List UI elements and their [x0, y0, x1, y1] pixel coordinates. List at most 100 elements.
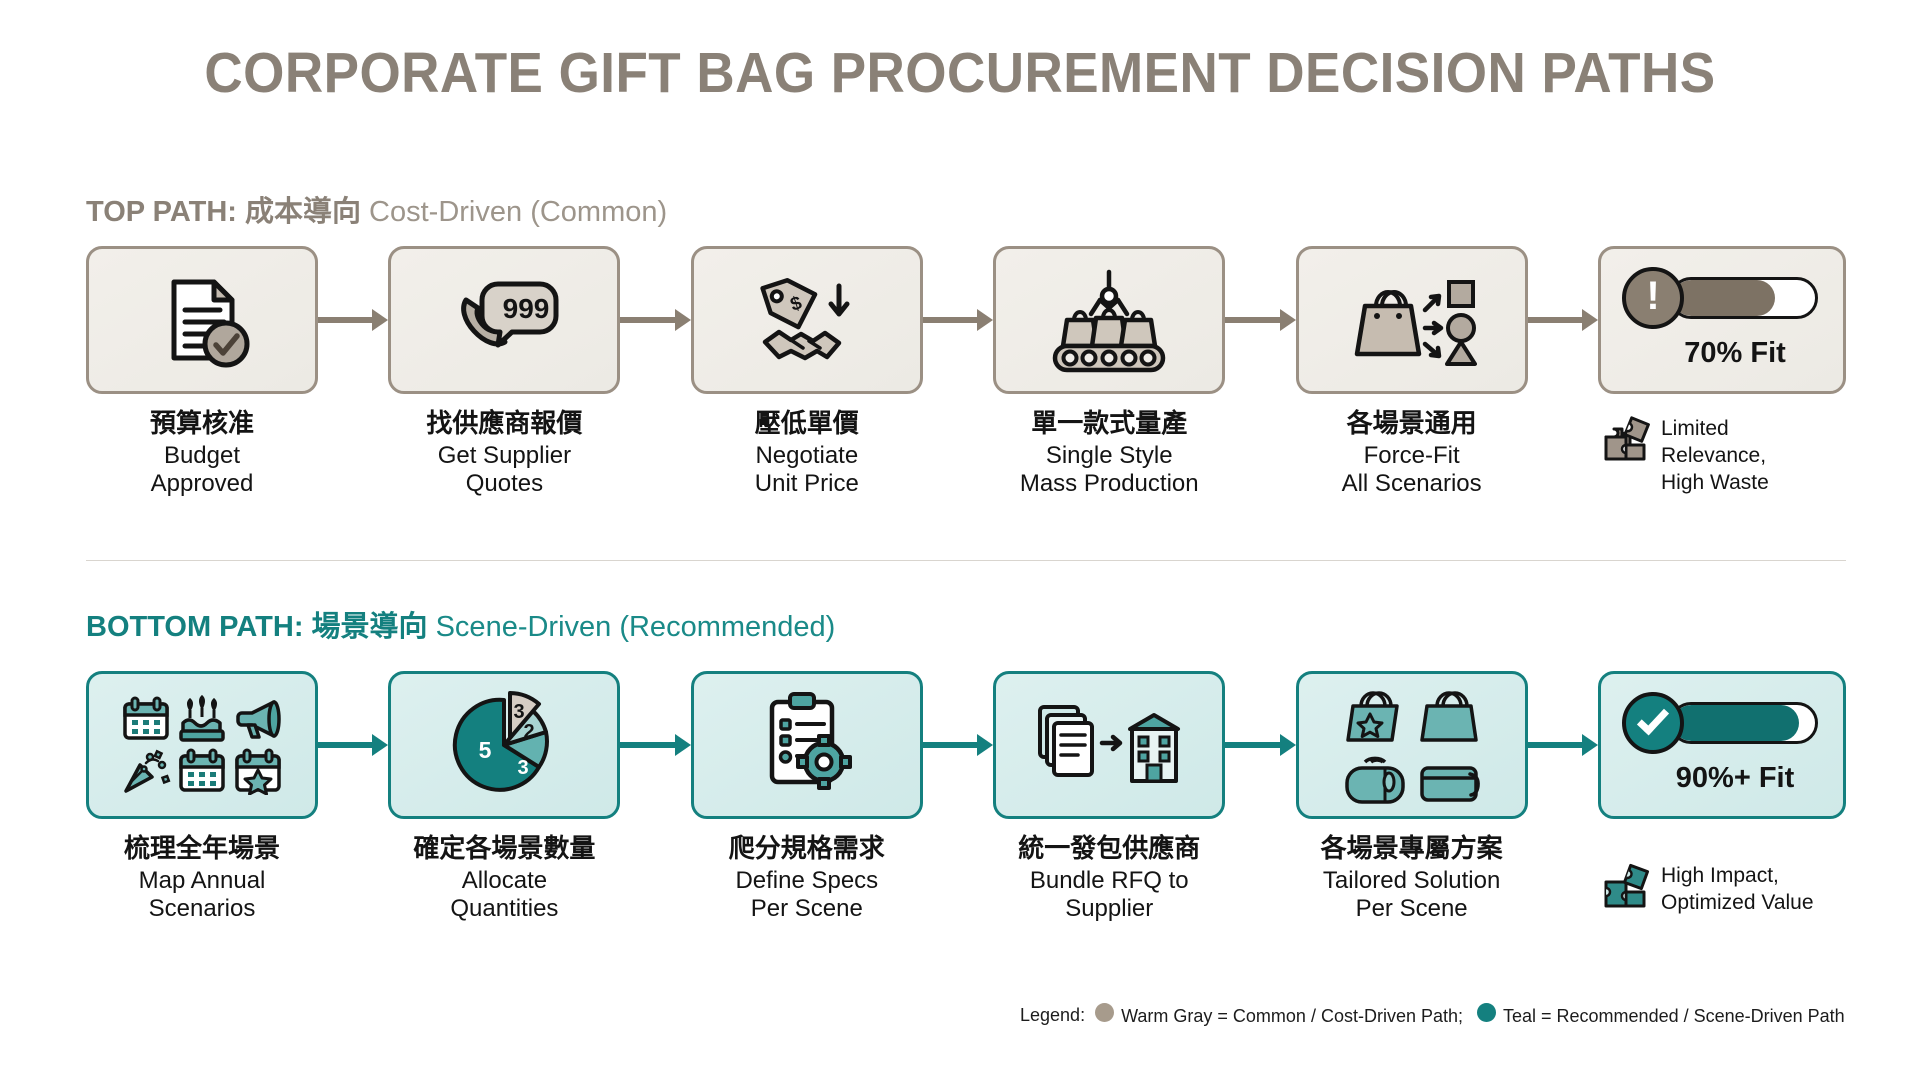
calendar-icon — [176, 747, 228, 795]
bottom-outcome-note: High Impact, Optimized Value — [1600, 862, 1814, 917]
caption-zh: 單一款式量產 — [1031, 408, 1188, 438]
phone-quote-icon: 999 — [446, 270, 562, 370]
connector-arrow — [1527, 309, 1599, 331]
connector-arrow — [620, 309, 691, 331]
bottom-path-header-bold: BOTTOM PATH: 場景導向 — [86, 611, 428, 643]
fit-gauge-bar — [1670, 701, 1819, 744]
caption-en: Budget Approved — [150, 442, 254, 498]
warm-gray-dot-icon — [1095, 1003, 1115, 1022]
caption-zh: 各場景通用 — [1346, 408, 1477, 438]
clipboard-gear-specs-icon — [752, 690, 862, 800]
bottom-step-card-define-specs[interactable] — [690, 671, 923, 819]
caption-allocate-quantities: 確定各場景數量 Allocate Quantities — [388, 833, 620, 924]
bottom-step-card-tailored-solution[interactable] — [1295, 671, 1528, 819]
caption-en: Define Specs Per Scene — [735, 867, 879, 923]
caption-tailored-solution: 各場景專屬方案 Tailored Solution Per Scene — [1296, 833, 1528, 924]
bottom-step-card-map-scenarios[interactable] — [86, 671, 318, 819]
svg-text:999: 999 — [503, 293, 550, 324]
star-shopping-bag-icon — [1339, 682, 1411, 744]
connector-arrow — [318, 309, 389, 331]
top-step-card-negotiate-unit-price[interactable]: $ — [690, 246, 923, 394]
top-path-header: TOP PATH: 成本導向 Cost-Driven (Common) — [86, 188, 667, 230]
top-step-card-budget-approved[interactable] — [86, 246, 318, 394]
bottom-step-card-allocate-quantities[interactable]: 5 3 2 3 — [388, 671, 621, 819]
caption-zh: 各場景專屬方案 — [1320, 833, 1503, 863]
caption-en: Map Annual Scenarios — [138, 867, 266, 923]
teal-dot-icon — [1477, 1003, 1496, 1022]
connector-arrow — [1527, 734, 1599, 756]
puzzle-fit-icon — [1600, 862, 1652, 914]
bottom-result-card-90-fit[interactable]: 90%+ Fit — [1598, 671, 1847, 819]
party-popper-icon — [120, 747, 172, 795]
caption-negotiate-unit-price: 壓低單價 Negotiate Unit Price — [691, 408, 923, 499]
svg-text:2: 2 — [524, 721, 535, 743]
connector-arrow — [318, 734, 389, 756]
top-path-track: 999 $ — [86, 240, 1847, 400]
top-outcome-note: Limited Relevance, High Waste — [1600, 415, 1769, 497]
bottom-path-header: BOTTOM PATH: 場景導向 Scene-Driven (Recommen… — [86, 603, 835, 645]
shopping-bag-icon — [1413, 682, 1485, 744]
pouch-bag-icon — [1413, 746, 1485, 808]
top-path-captions: 預算核准 Budget Approved 找供應商報價 Get Supplier… — [86, 408, 1846, 499]
svg-text:5: 5 — [479, 737, 492, 763]
caption-zh: 壓低單價 — [754, 408, 859, 438]
force-fit-shapes-icon — [1347, 268, 1477, 372]
handshake-price-down-icon: $ — [747, 268, 867, 372]
caption-get-supplier-quotes: 找供應商報價 Get Supplier Quotes — [388, 408, 620, 499]
legend-item-text: Warm Gray = Common / Cost-Driven Path; — [1121, 1006, 1463, 1026]
caption-bundle-rfq: 統一發包供應商 Bundle RFQ to Supplier — [993, 833, 1225, 924]
connector-arrow — [922, 734, 994, 756]
pie-allocation-icon: 5 3 2 3 — [445, 686, 563, 804]
caption-zh: 預算核准 — [149, 408, 254, 438]
connector-arrow — [1225, 734, 1296, 756]
fit-gauge-label: 70% Fit — [1684, 336, 1786, 369]
megaphone-icon — [232, 695, 284, 743]
caption-en: Tailored Solution Per Scene — [1322, 867, 1501, 923]
top-step-card-get-supplier-quotes[interactable]: 999 — [388, 246, 621, 394]
caption-zh: 確定各場景數量 — [413, 833, 596, 863]
caption-en: Bundle RFQ to Supplier — [1029, 867, 1189, 923]
caption-zh: 梳理全年場景 — [123, 833, 280, 863]
birthday-cake-icon — [176, 695, 228, 743]
caption-zh: 統一發包供應商 — [1018, 833, 1201, 863]
duffel-bag-icon — [1339, 746, 1411, 808]
event-scenarios-grid-icon — [120, 695, 284, 795]
star-calendar-icon — [232, 747, 284, 795]
legend: Legend: Warm Gray = Common / Cost-Driven… — [1020, 1003, 1845, 1027]
top-step-card-mass-production[interactable] — [993, 246, 1226, 394]
connector-arrow — [1225, 309, 1296, 331]
fit-gauge-label: 90%+ Fit — [1675, 761, 1795, 794]
puzzle-mismatch-icon — [1600, 415, 1652, 467]
fit-gauge-bar — [1670, 276, 1819, 319]
bottom-step-card-bundle-rfq[interactable] — [993, 671, 1226, 819]
top-path-header-bold: TOP PATH: 成本導向 — [86, 196, 361, 228]
caption-en: Single Style Mass Production — [1019, 442, 1199, 498]
caption-mass-production: 單一款式量產 Single Style Mass Production — [993, 408, 1225, 499]
caption-define-specs: 爬分規格需求 Define Specs Per Scene — [691, 833, 923, 924]
page-title: CORPORATE GIFT BAG PROCUREMENT DECISION … — [204, 41, 1716, 105]
connector-arrow — [922, 309, 994, 331]
bottom-path-track: 5 3 2 3 — [86, 665, 1847, 825]
warning-icon: ! — [1622, 266, 1685, 329]
top-outcome-text: Limited Relevance, High Waste — [1661, 417, 1769, 494]
legend-item-warm-gray: Warm Gray = Common / Cost-Driven Path; — [1095, 1003, 1463, 1027]
bottom-outcome-text: High Impact, Optimized Value — [1661, 864, 1814, 914]
connector-arrow — [620, 734, 691, 756]
top-step-card-force-fit[interactable] — [1295, 246, 1528, 394]
legend-item-teal: Teal = Recommended / Scene-Driven Path — [1477, 1003, 1845, 1027]
tailored-bags-icon — [1339, 682, 1485, 808]
bottom-path-captions: 梳理全年場景 Map Annual Scenarios 確定各場景數量 Allo… — [86, 833, 1846, 924]
svg-text:3: 3 — [514, 701, 525, 723]
bundle-rfq-supplier-icon — [1034, 695, 1184, 795]
caption-en: Force-Fit All Scenarios — [1341, 442, 1482, 498]
top-result-card-70-fit[interactable]: ! 70% Fit — [1598, 246, 1847, 394]
document-check-icon — [150, 268, 254, 372]
caption-zh: 爬分規格需求 — [728, 833, 885, 863]
legend-item-text: Teal = Recommended / Scene-Driven Path — [1503, 1006, 1845, 1026]
calendar-icon — [120, 695, 172, 743]
caption-en: Get Supplier Quotes — [437, 442, 572, 498]
conveyor-mass-production-icon — [1045, 266, 1173, 374]
bottom-path-header-light: Scene-Driven (Recommended) — [435, 611, 836, 643]
caption-force-fit: 各場景通用 Force-Fit All Scenarios — [1296, 408, 1528, 499]
